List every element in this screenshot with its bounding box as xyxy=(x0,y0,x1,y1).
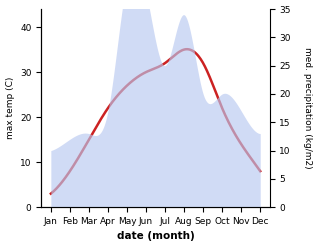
Y-axis label: max temp (C): max temp (C) xyxy=(5,77,15,139)
Y-axis label: med. precipitation (kg/m2): med. precipitation (kg/m2) xyxy=(303,47,313,169)
X-axis label: date (month): date (month) xyxy=(117,231,194,242)
